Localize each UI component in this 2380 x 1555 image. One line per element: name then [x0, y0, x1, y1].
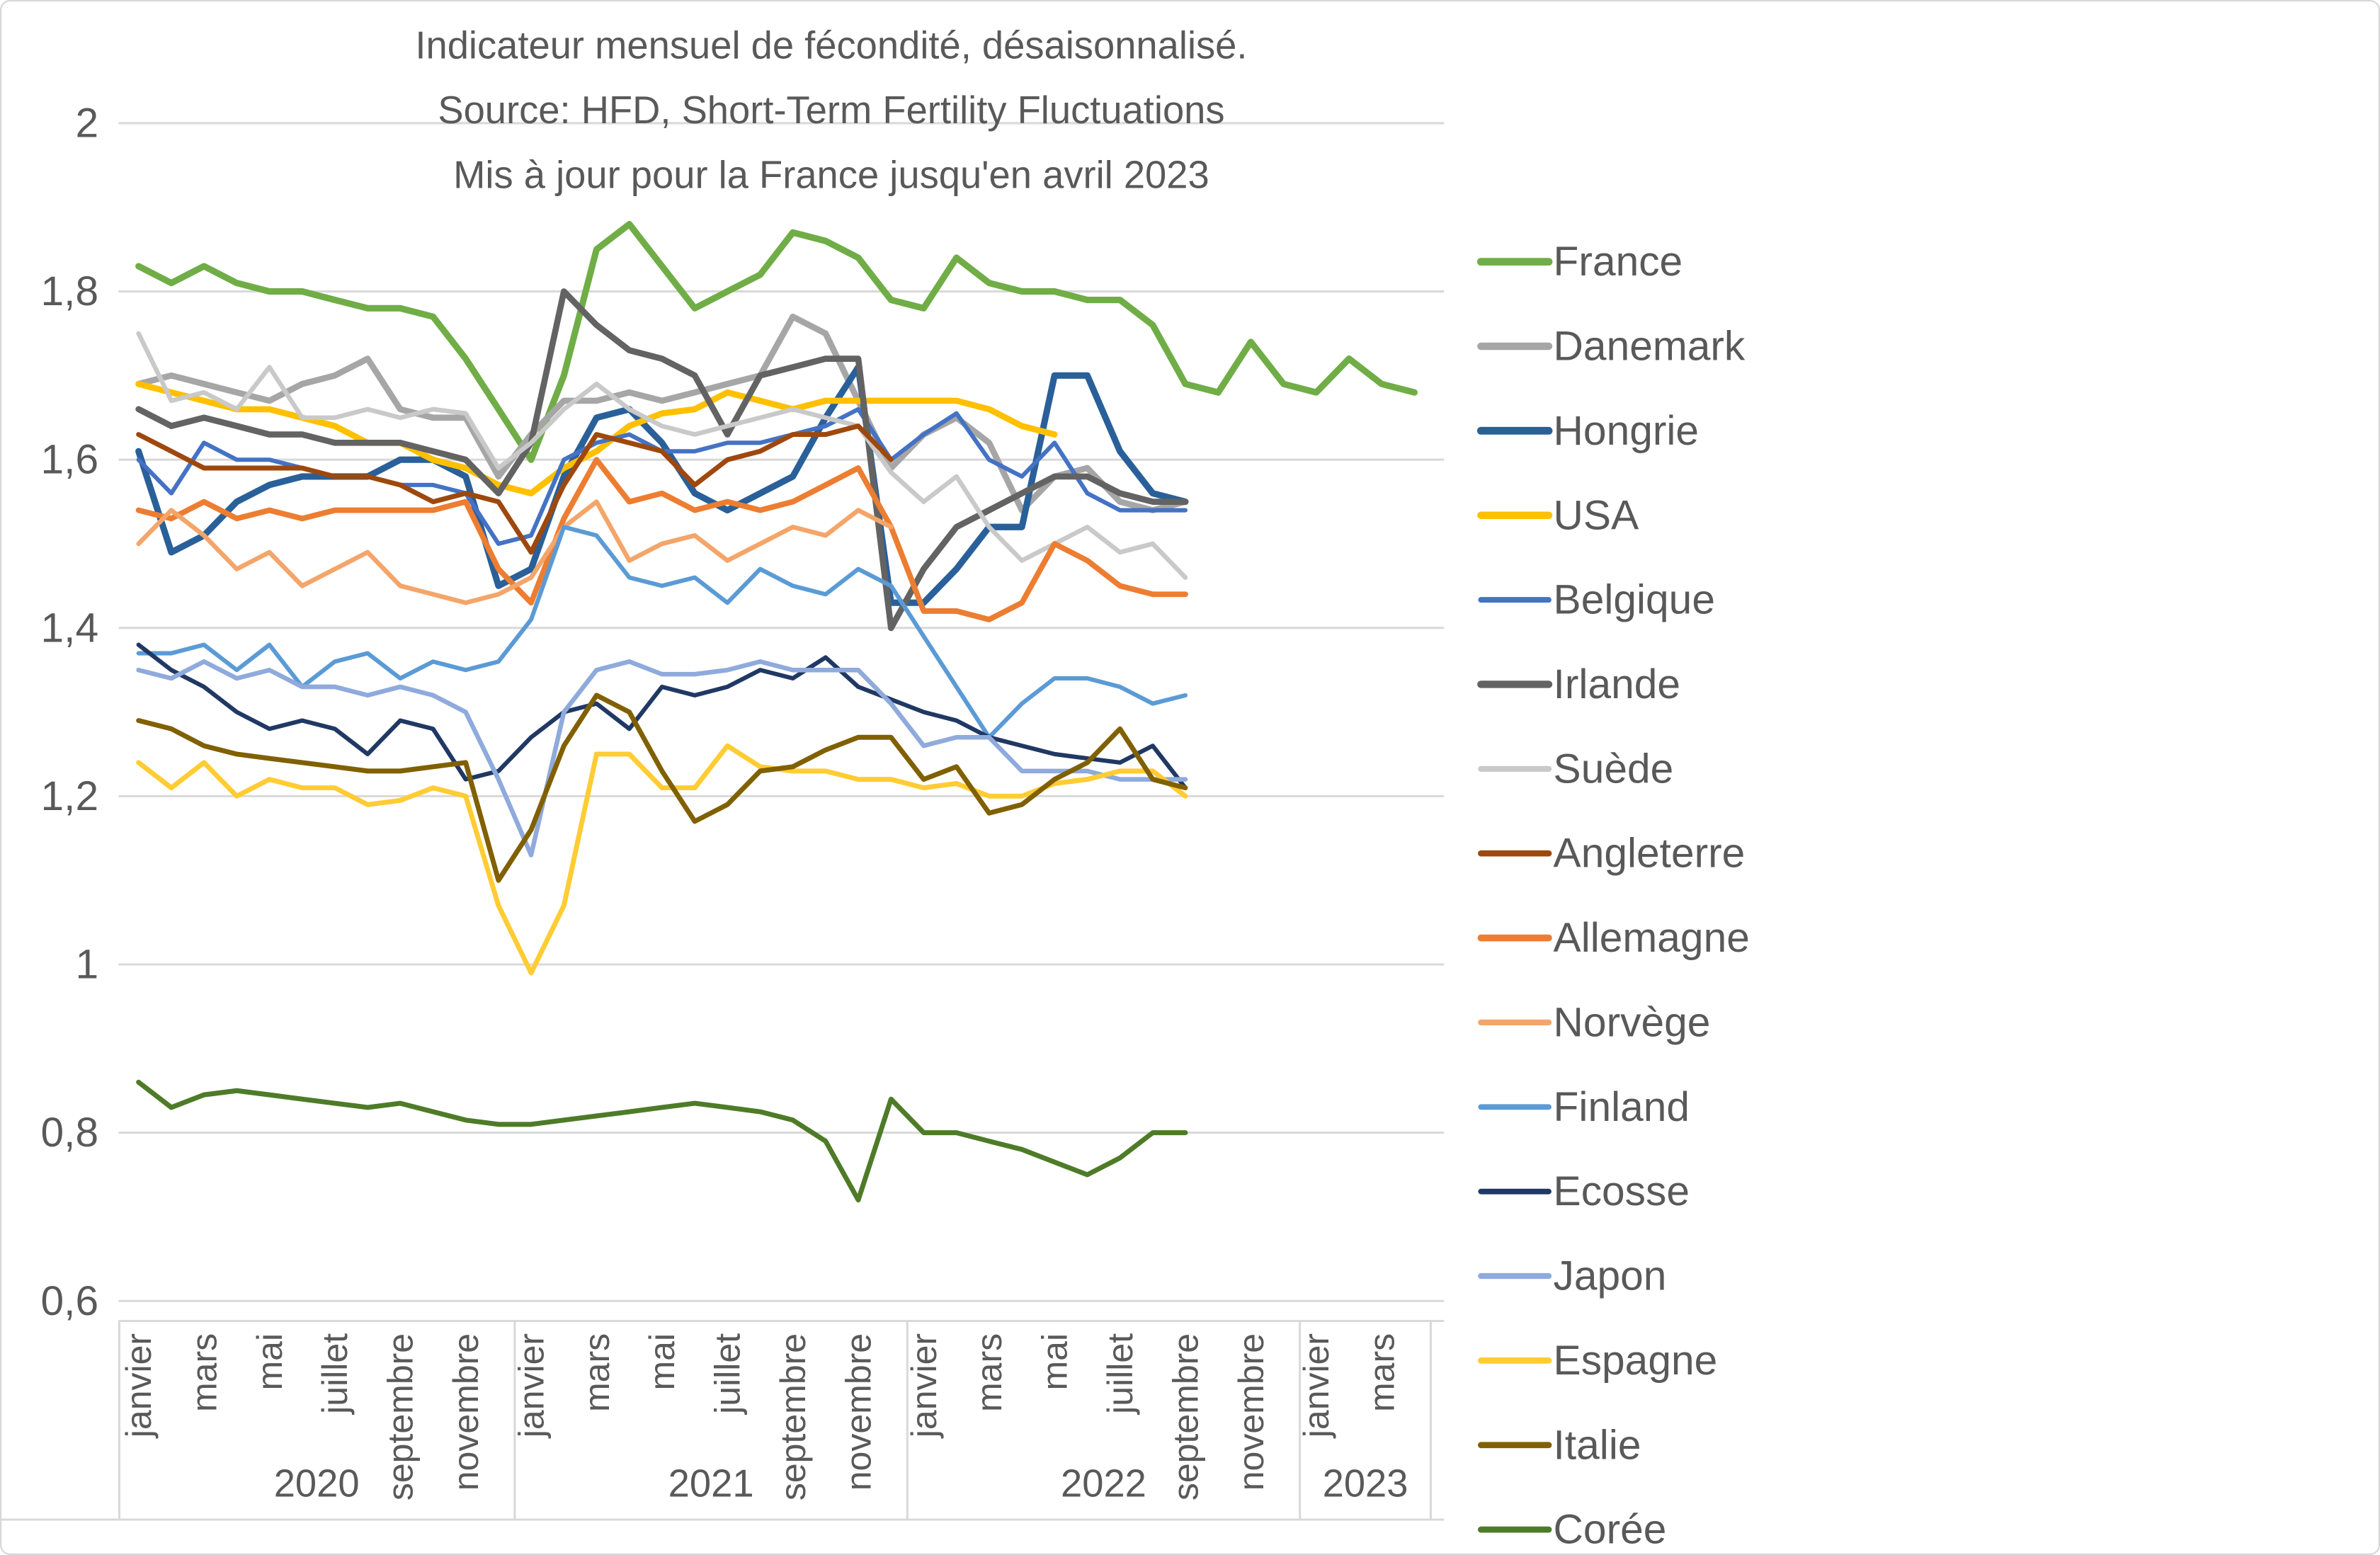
x-axis-month-label: juillet [1100, 1333, 1140, 1416]
legend-item-suède[interactable]: Suède [1478, 746, 1674, 792]
y-axis-tick-label: 1,6 [41, 437, 99, 483]
legend-item-espagne[interactable]: Espagne [1478, 1338, 1718, 1384]
x-axis-month-label: novembre [838, 1333, 878, 1491]
y-axis-tick-label: 2 [75, 101, 98, 147]
x-axis-month-label: janvier [119, 1333, 159, 1439]
legend-label: Corée [1554, 1507, 1667, 1553]
legend-label: Espagne [1554, 1338, 1718, 1384]
series-line-hongrie[interactable] [135, 363, 1189, 606]
legend-label: Ecosse [1554, 1168, 1690, 1214]
legend-item-danemark[interactable]: Danemark [1477, 324, 1746, 370]
legend-label: Angleterre [1554, 831, 1746, 877]
x-axis-month-label: mai [642, 1333, 682, 1391]
legend-label: Italie [1554, 1422, 1641, 1468]
series-line-france[interactable] [135, 221, 1418, 463]
y-axis-tick-label: 1,4 [41, 605, 99, 651]
x-axis-month-label: mars [577, 1333, 617, 1412]
legend-label: Suède [1554, 746, 1674, 792]
series-line-italie[interactable] [136, 693, 1188, 883]
legend-item-finland[interactable]: Finland [1478, 1084, 1690, 1130]
chart-title-line-3: Mis à jour pour la France jusqu'en avril… [453, 153, 1209, 196]
series-line-angleterre[interactable] [136, 423, 894, 555]
x-axis-month-label: janvier [904, 1333, 944, 1439]
x-axis-month-label: septembre [381, 1333, 421, 1500]
x-axis-month-label: juillet [708, 1333, 748, 1416]
series-line-japon[interactable] [136, 659, 1188, 858]
x-axis-month-label: mars [969, 1333, 1009, 1412]
y-axis-tick-label: 0,6 [41, 1278, 99, 1324]
legend-label: Belgique [1554, 577, 1715, 623]
series-line-norvège[interactable] [136, 499, 894, 605]
x-axis-year-label: 2023 [1323, 1462, 1408, 1505]
series-line-danemark[interactable] [135, 313, 1189, 513]
legend-item-france[interactable]: France [1476, 239, 1683, 285]
legend-item-belgique[interactable]: Belgique [1478, 577, 1715, 623]
legend-item-japon[interactable]: Japon [1478, 1253, 1667, 1299]
legend-item-angleterre[interactable]: Angleterre [1478, 831, 1746, 877]
x-axis-month-label: septembre [773, 1333, 813, 1500]
series-line-espagne[interactable] [136, 743, 1188, 976]
legend-item-corée[interactable]: Corée [1478, 1507, 1667, 1553]
legend-label: Danemark [1554, 324, 1746, 370]
legend-item-ecosse[interactable]: Ecosse [1478, 1168, 1690, 1214]
legend-item-italie[interactable]: Italie [1478, 1422, 1641, 1468]
legend-item-hongrie[interactable]: Hongrie [1476, 408, 1699, 454]
x-axis-year-label: 2021 [668, 1462, 754, 1505]
legend-label: Allemagne [1554, 915, 1750, 961]
legend-item-irlande[interactable]: Irlande [1477, 661, 1680, 707]
series-line-allemagne[interactable] [135, 457, 1188, 622]
x-axis-month-label: mai [1035, 1333, 1075, 1391]
y-axis-tick-label: 1,2 [41, 773, 99, 819]
legend-label: Finland [1554, 1084, 1690, 1130]
legend-label: Irlande [1554, 661, 1680, 707]
legend-item-norvège[interactable]: Norvège [1478, 999, 1711, 1045]
legend-label: France [1554, 239, 1683, 285]
x-axis-month-label: mars [184, 1333, 224, 1412]
y-axis-tick-label: 1 [75, 942, 98, 988]
x-axis-year-label: 2020 [274, 1462, 360, 1505]
y-axis-tick-label: 0,8 [41, 1110, 99, 1156]
chart-title-line-1: Indicateur mensuel de fécondité, désaiso… [415, 24, 1247, 67]
series-line-ecosse[interactable] [136, 642, 1188, 790]
x-axis-month-label: janvier [511, 1333, 551, 1439]
x-axis-month-label: juillet [315, 1333, 355, 1416]
legend-label: USA [1554, 492, 1640, 538]
x-axis-month-label: novembre [1231, 1333, 1271, 1491]
x-axis-month-label: mars [1362, 1333, 1402, 1412]
legend-label: Hongrie [1554, 408, 1699, 454]
x-axis-month-label: janvier [1297, 1333, 1336, 1439]
y-axis-tick-label: 1,8 [41, 268, 99, 314]
series-line-suède[interactable] [136, 331, 1188, 580]
series-line-finland[interactable] [136, 525, 1188, 740]
chart-title-line-2: Source: HFD, Short-Term Fertility Fluctu… [438, 89, 1224, 132]
series-line-corée[interactable] [136, 1079, 1188, 1203]
x-axis-month-label: mai [250, 1333, 290, 1391]
legend-item-usa[interactable]: USA [1477, 492, 1640, 538]
legend-label: Japon [1554, 1253, 1667, 1299]
series-line-usa[interactable] [135, 380, 1058, 496]
series-line-irlande[interactable] [135, 288, 1189, 632]
legend-item-allemagne[interactable]: Allemagne [1477, 915, 1750, 961]
x-axis-month-label: novembre [446, 1333, 486, 1491]
x-axis-year-label: 2022 [1061, 1462, 1146, 1505]
legend-label: Norvège [1554, 999, 1711, 1045]
x-axis-month-label: septembre [1166, 1333, 1205, 1500]
